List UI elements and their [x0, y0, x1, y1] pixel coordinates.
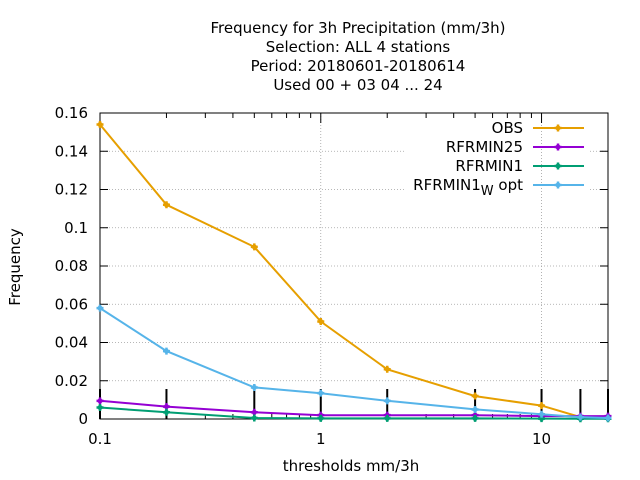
- data-point-dot: [97, 305, 103, 311]
- data-point-dot: [539, 403, 545, 409]
- data-point-dot: [251, 244, 257, 250]
- data-point-dot: [97, 121, 103, 127]
- y-tick-label: 0.08: [55, 257, 88, 275]
- data-point-dot: [384, 415, 390, 421]
- chart-title: Frequency for 3h Precipitation (mm/3h) S…: [210, 19, 505, 94]
- data-point-dot: [163, 202, 169, 208]
- legend-label: RFRMIN25: [446, 138, 523, 156]
- legend-marker-dot: [555, 163, 561, 169]
- y-axis-label: Frequency: [6, 228, 24, 306]
- data-point-dot: [163, 409, 169, 415]
- legend-marker-dot: [555, 125, 561, 131]
- data-point-dot: [251, 384, 257, 390]
- data-point-dot: [318, 390, 324, 396]
- title-line-1: Frequency for 3h Precipitation (mm/3h): [210, 19, 505, 37]
- series-line: [99, 123, 608, 419]
- data-point-dot: [577, 414, 583, 420]
- y-tick-label: 0.14: [55, 142, 88, 160]
- data-point-dot: [472, 415, 478, 421]
- y-tick-label: 0.1: [64, 219, 88, 237]
- grid: [100, 113, 608, 419]
- y-tick-label: 0.16: [55, 104, 88, 122]
- legend-marker-dot: [555, 144, 561, 150]
- data-point-dot: [318, 415, 324, 421]
- data-point-dot: [384, 398, 390, 404]
- data-point-dot: [384, 366, 390, 372]
- data-point-dot: [251, 409, 257, 415]
- plot-frame: [99, 112, 609, 420]
- title-line-3: Period: 20180601-20180614: [251, 57, 466, 75]
- data-point-dot: [97, 398, 103, 404]
- x-axis-label: thresholds mm/3h: [283, 457, 420, 475]
- y-tick-label: 0.02: [55, 372, 88, 390]
- series-group: [96, 120, 612, 423]
- title-line-4: Used 00 + 03 04 ... 24: [273, 76, 442, 94]
- data-point-dot: [605, 415, 611, 421]
- data-point-dot: [539, 411, 545, 417]
- legend-label: RFRMIN1W opt: [413, 176, 523, 199]
- y-tick-label: 0.12: [55, 181, 88, 199]
- data-point-dot: [163, 404, 169, 410]
- legend-marker-dot: [555, 182, 561, 188]
- legend-label: OBS: [492, 119, 523, 137]
- x-tick-label: 1: [316, 430, 326, 448]
- series-2: [96, 397, 612, 420]
- data-point-dot: [163, 348, 169, 354]
- data-point-dot: [97, 405, 103, 411]
- x-tick-label: 10: [532, 430, 551, 448]
- series-4: [96, 304, 612, 422]
- y-tick-label: 0.06: [55, 295, 88, 313]
- data-point-dot: [251, 415, 257, 421]
- y-tick-label: 0.04: [55, 334, 88, 352]
- y-tick-label: 0: [78, 410, 88, 428]
- data-point-dot: [472, 406, 478, 412]
- title-line-2: Selection: ALL 4 stations: [266, 38, 451, 56]
- legend-label: RFRMIN1: [455, 157, 523, 175]
- data-point-dot: [472, 393, 478, 399]
- data-point-dot: [318, 318, 324, 324]
- x-tick-label: 0.1: [88, 430, 112, 448]
- series-line: [99, 307, 609, 419]
- axis-ticks: 0 0.02 0.04 0.06 0.08 0.1 0.12 0.14 0.16 0.1 1 10: [55, 104, 609, 448]
